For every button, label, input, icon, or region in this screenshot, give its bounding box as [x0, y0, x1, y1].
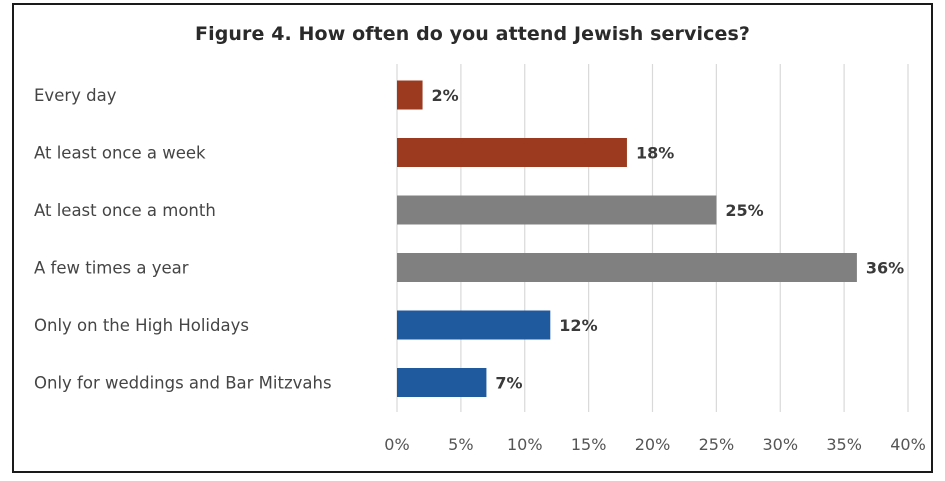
category-label: At least once a month	[34, 201, 216, 220]
category-labels: Every day At least once a week At least on…	[34, 86, 332, 393]
bar	[397, 253, 857, 282]
data-label: 36%	[866, 259, 904, 278]
category-label: At least once a week	[34, 144, 206, 163]
x-tick-label: 30%	[762, 435, 798, 454]
x-tick-label: 10%	[507, 435, 543, 454]
data-labels: 2% 18% 25% 36% 12% 7%	[432, 86, 905, 393]
x-tick-label: 40%	[890, 435, 926, 454]
chart-title: Figure 4. How often do you attend Jewish…	[195, 23, 750, 45]
x-tick-label: 0%	[384, 435, 409, 454]
data-label: 12%	[559, 316, 597, 335]
category-label: Only for weddings and Bar Mitzvahs	[34, 374, 332, 393]
category-label: Every day	[34, 86, 117, 105]
data-label: 25%	[725, 201, 763, 220]
data-label: 18%	[636, 144, 674, 163]
bar	[397, 195, 717, 225]
bar	[397, 368, 487, 397]
data-label: 7%	[495, 374, 522, 393]
bar	[397, 80, 423, 110]
x-tick-label: 35%	[826, 435, 862, 454]
x-tick-label: 5%	[448, 435, 473, 454]
x-tick-label: 20%	[635, 435, 671, 454]
category-label: A few times a year	[34, 259, 189, 278]
gridlines	[396, 64, 909, 412]
bar	[397, 310, 551, 340]
data-label: 2%	[432, 86, 459, 105]
x-tick-label: 25%	[699, 435, 735, 454]
x-axis-ticks: 0% 5% 10% 15% 20% 25% 30% 35% 40%	[384, 435, 925, 454]
bars	[397, 80, 857, 397]
bar	[397, 138, 627, 167]
x-tick-label: 15%	[571, 435, 607, 454]
category-label: Only on the High Holidays	[34, 316, 249, 335]
